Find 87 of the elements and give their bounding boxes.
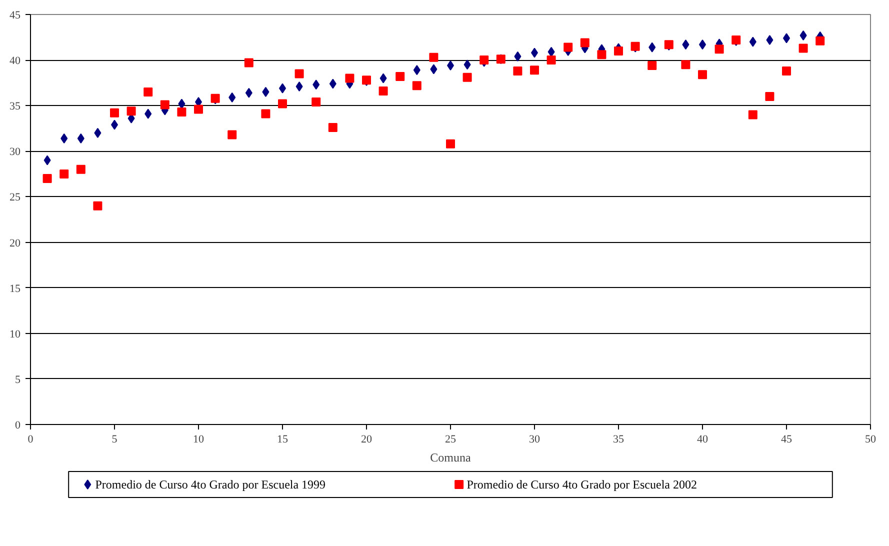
point — [345, 74, 354, 83]
point — [464, 60, 471, 70]
point — [648, 61, 657, 70]
x-tick-label: 10 — [193, 434, 204, 446]
point — [44, 155, 51, 166]
point — [294, 69, 304, 78]
point — [564, 42, 573, 52]
point — [76, 164, 86, 174]
y-tick-label: 0 — [15, 420, 21, 432]
point — [714, 44, 724, 54]
point — [546, 56, 556, 65]
point — [93, 201, 102, 210]
point — [60, 133, 68, 144]
point — [412, 81, 422, 90]
point — [60, 169, 69, 178]
point — [782, 66, 791, 76]
y-tick-label: 45 — [10, 10, 21, 22]
point — [244, 58, 254, 68]
x-tick-label: 20 — [361, 434, 372, 446]
x-tick-label: 45 — [781, 434, 792, 446]
x-tick-label: 0 — [28, 434, 34, 446]
point — [698, 70, 707, 80]
x-tick-label: 35 — [613, 434, 624, 446]
point — [530, 66, 539, 75]
y-tick-label: 10 — [10, 328, 21, 340]
x-tick-label: 25 — [445, 434, 456, 446]
point — [430, 64, 438, 74]
y-tick-label: 40 — [10, 55, 21, 68]
point — [446, 139, 455, 148]
y-tick-label: 30 — [10, 146, 21, 158]
point — [261, 109, 270, 118]
point — [94, 128, 102, 138]
point — [178, 98, 186, 109]
point — [648, 42, 656, 52]
point — [514, 51, 522, 62]
point — [228, 130, 237, 140]
point — [580, 38, 590, 48]
point — [160, 100, 170, 110]
point — [548, 46, 555, 57]
x-tick-label: 15 — [277, 434, 288, 446]
point — [513, 66, 522, 76]
point — [748, 110, 758, 120]
legend-label: Promedio de Curso 4to Grado por Escuela 1999 — [95, 478, 326, 492]
point — [296, 81, 303, 92]
point — [262, 86, 270, 97]
point — [798, 44, 808, 53]
legend-label: Promedio de Curso 4to Grado por Escuela 2002 — [466, 478, 697, 492]
point — [681, 60, 690, 70]
point — [765, 92, 774, 101]
point — [144, 87, 153, 96]
point — [312, 80, 320, 90]
point — [396, 72, 405, 81]
point — [245, 88, 252, 98]
point — [77, 133, 84, 144]
point — [816, 36, 825, 46]
x-tick-label: 40 — [697, 434, 708, 446]
point — [462, 72, 472, 82]
y-tick-label: 15 — [10, 282, 21, 295]
point — [312, 97, 321, 106]
point — [228, 92, 236, 102]
point — [429, 52, 438, 62]
point — [42, 174, 52, 183]
point — [278, 99, 287, 108]
point — [144, 108, 152, 119]
point — [413, 65, 420, 76]
point — [614, 46, 623, 56]
point — [194, 104, 203, 114]
point — [800, 30, 807, 40]
x-tick-label: 30 — [529, 434, 540, 446]
x-tick-label: 50 — [865, 434, 876, 446]
y-tick-label: 20 — [10, 237, 21, 250]
point — [766, 35, 774, 46]
x-axis-title: Comuna — [430, 450, 472, 464]
point — [126, 106, 136, 116]
point — [682, 40, 690, 50]
point — [749, 36, 756, 47]
point — [110, 108, 119, 118]
x-tick-label: 5 — [112, 434, 118, 446]
y-tick-label: 25 — [10, 192, 21, 204]
point — [597, 50, 606, 60]
point — [329, 78, 336, 89]
y-tick-label: 5 — [15, 374, 21, 386]
point — [328, 122, 338, 132]
point — [378, 86, 388, 96]
point — [380, 73, 387, 84]
y-tick-label: 35 — [10, 100, 21, 113]
point — [177, 107, 186, 116]
